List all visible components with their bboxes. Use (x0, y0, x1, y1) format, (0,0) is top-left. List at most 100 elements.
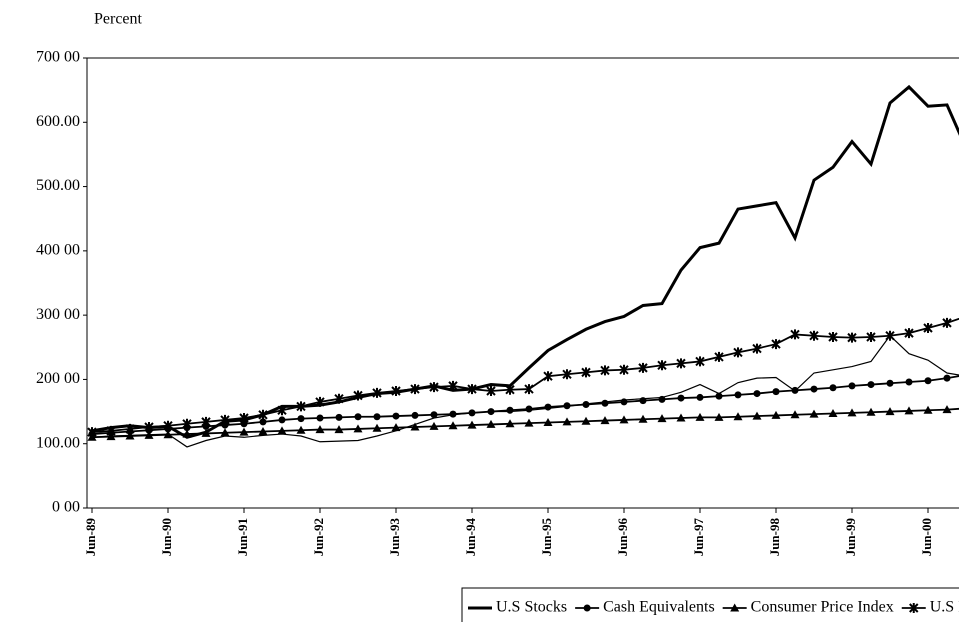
point (581, 416, 591, 425)
point (828, 332, 838, 342)
point (943, 374, 951, 382)
point (182, 429, 192, 438)
series-line (91, 334, 959, 448)
point (562, 417, 572, 426)
point (676, 358, 686, 369)
y-axis-title: Percent (94, 11, 143, 28)
point (221, 421, 229, 429)
point (638, 414, 648, 423)
point (867, 381, 875, 389)
point (411, 411, 419, 419)
legend-label: Consumer Price Index (751, 599, 894, 616)
point (258, 409, 268, 420)
point (695, 412, 705, 421)
point (923, 405, 933, 414)
point (429, 421, 439, 430)
point (316, 414, 324, 422)
point (562, 369, 572, 380)
point (942, 317, 952, 328)
legend-marker (583, 604, 591, 612)
y-tick-label: 400 00 (36, 242, 80, 259)
point (486, 419, 496, 428)
point (866, 332, 876, 342)
point (239, 427, 249, 436)
point (505, 384, 515, 395)
y-tick-label: 0 00 (52, 499, 80, 516)
point (771, 410, 781, 419)
point (904, 328, 914, 339)
point (771, 339, 781, 350)
point (410, 422, 420, 431)
point (315, 396, 325, 407)
point (278, 416, 286, 424)
point (790, 410, 800, 419)
legend-marker (909, 603, 919, 613)
point (657, 414, 667, 423)
point (467, 420, 477, 429)
point (354, 413, 362, 421)
point (581, 367, 591, 378)
point (904, 406, 914, 415)
point (391, 386, 401, 396)
point (277, 426, 287, 435)
x-tick-label: Jun-97 (691, 518, 706, 557)
point (714, 412, 724, 421)
point (619, 415, 629, 424)
point (335, 413, 343, 421)
point (733, 412, 743, 421)
point (334, 393, 344, 404)
point (486, 386, 496, 396)
point (448, 421, 458, 430)
point (544, 403, 552, 411)
legend-label: U.S Stocks (496, 599, 567, 616)
point (809, 409, 819, 418)
point (600, 365, 610, 376)
point (524, 384, 534, 395)
point (790, 329, 800, 340)
point (543, 371, 553, 382)
legend-marker (730, 603, 740, 612)
point (201, 428, 211, 437)
point (695, 356, 705, 367)
x-tick-label: Jun-95 (539, 518, 554, 557)
point (448, 380, 458, 391)
point (866, 407, 876, 416)
point (772, 388, 780, 396)
legend-box (461, 587, 959, 622)
point (923, 323, 933, 333)
point (677, 394, 685, 402)
x-tick-label: Jun-93 (387, 518, 402, 557)
point (848, 382, 856, 390)
point (449, 410, 457, 418)
point (87, 427, 97, 438)
point (733, 347, 743, 358)
point (524, 418, 534, 427)
y-tick-label: 700 00 (36, 49, 80, 66)
point (847, 332, 857, 343)
point (373, 413, 381, 421)
x-tick-label: Jun-99 (843, 518, 858, 557)
point (315, 425, 325, 434)
point (563, 402, 571, 410)
point (392, 412, 400, 420)
point (505, 419, 515, 428)
point (809, 330, 819, 341)
point (810, 385, 818, 393)
point (258, 427, 268, 435)
legend-label: Cash Equivalents (603, 599, 715, 616)
point (525, 405, 533, 413)
point (220, 414, 230, 425)
point (714, 351, 724, 362)
point (753, 390, 761, 398)
point (372, 387, 382, 398)
point (942, 405, 952, 414)
point (296, 425, 306, 434)
y-tick-label: 300 00 (36, 306, 80, 323)
point (828, 409, 838, 417)
x-tick-label: Jun-98 (767, 518, 782, 557)
point (239, 413, 249, 423)
point (506, 406, 514, 414)
plot-area (87, 84, 959, 448)
